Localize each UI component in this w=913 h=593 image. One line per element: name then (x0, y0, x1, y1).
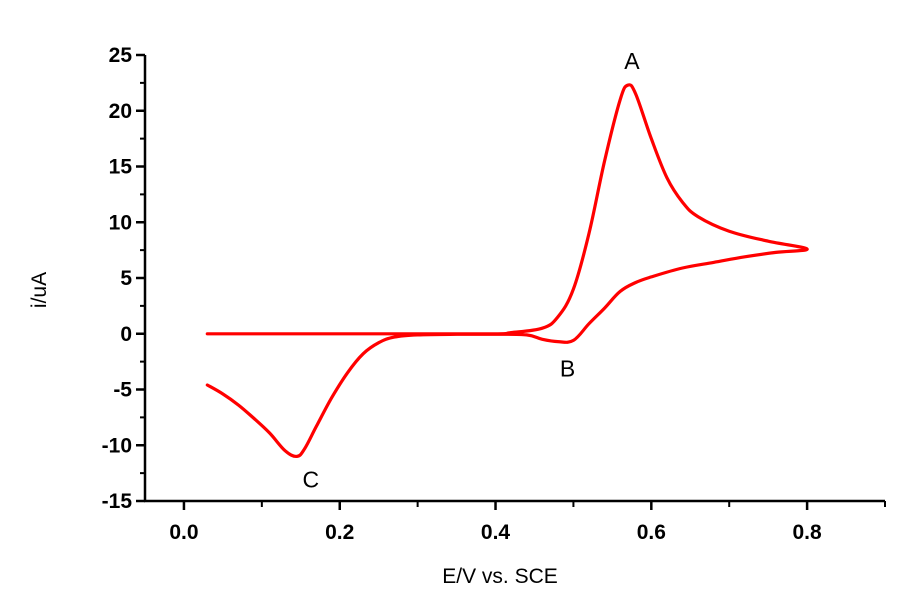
y-tick-label: 0 (120, 323, 132, 346)
y-tick-label: 10 (109, 211, 132, 234)
cv-curve (205, 83, 809, 459)
y-tick-label: 15 (109, 156, 133, 179)
y-axis-title: i/uA (28, 272, 51, 308)
peak-annotations: A B C (302, 48, 640, 492)
x-axis-title: E/V vs. SCE (442, 565, 558, 588)
peak-label-c: C (302, 467, 319, 493)
y-tick-label: 25 (109, 44, 133, 67)
x-tick-label: 0.6 (637, 521, 666, 544)
x-axis: 0.0 0.2 0.4 0.6 0.8 (144, 499, 886, 544)
x-tick-label: 0.2 (325, 521, 354, 544)
x-tick-label: 0.4 (481, 521, 511, 544)
peak-label-b: B (560, 356, 575, 382)
y-tick-label: -15 (102, 490, 133, 513)
y-axis: -15 -10 -5 0 5 10 15 20 25 (102, 44, 147, 513)
y-tick-label: 5 (120, 267, 132, 290)
peak-label-a: A (624, 48, 640, 74)
y-tick-label: -10 (102, 434, 132, 457)
plot-series (205, 83, 809, 459)
x-tick-label: 0.8 (793, 521, 823, 544)
x-tick-label: 0.0 (169, 521, 198, 544)
y-tick-label: 20 (109, 100, 132, 123)
y-tick-label: -5 (113, 379, 132, 402)
